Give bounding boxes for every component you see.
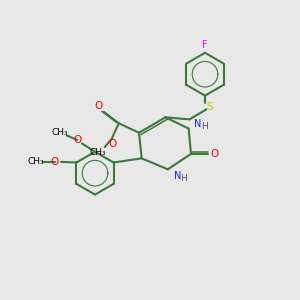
Text: O: O: [51, 157, 59, 167]
Text: O: O: [109, 139, 117, 149]
Text: H: H: [180, 174, 187, 183]
Text: O: O: [73, 135, 81, 145]
Text: CH₃: CH₃: [51, 128, 68, 137]
Text: O: O: [211, 148, 219, 159]
Text: H: H: [201, 122, 208, 131]
Text: S: S: [207, 102, 213, 112]
Text: F: F: [202, 40, 208, 50]
Text: O: O: [95, 101, 103, 111]
Text: N: N: [174, 171, 181, 181]
Text: N: N: [194, 119, 202, 129]
Text: CH₃: CH₃: [90, 148, 106, 158]
Text: CH₃: CH₃: [27, 158, 44, 166]
